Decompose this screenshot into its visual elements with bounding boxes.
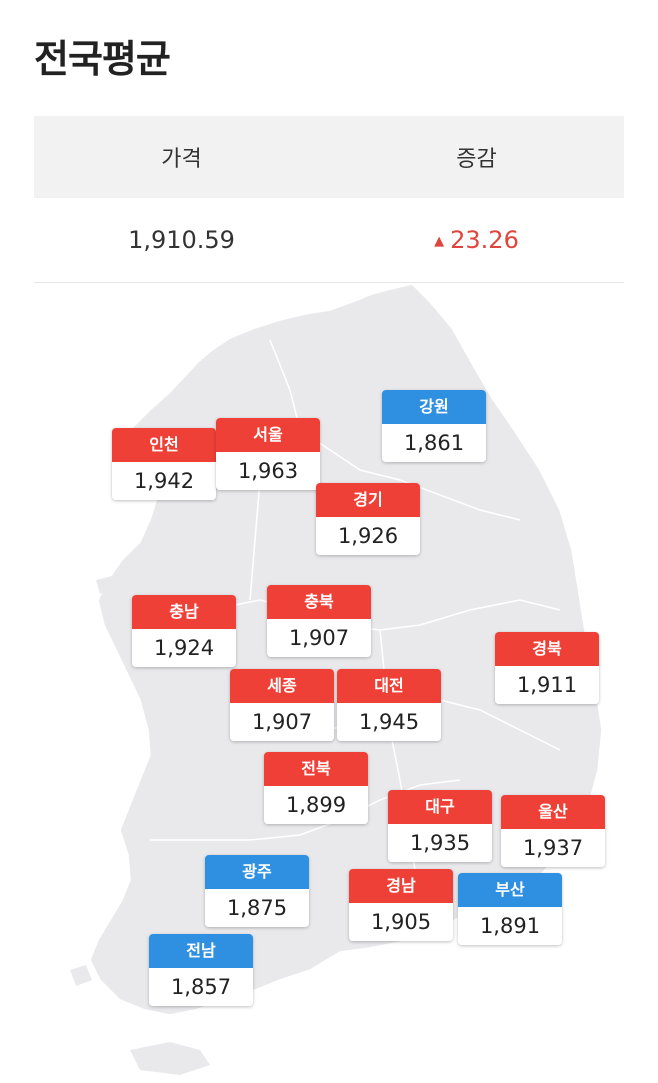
region-value: 1,935 [388, 824, 492, 862]
region-name: 경기 [316, 483, 420, 517]
average-price-table: 가격 증감 1,910.59 ▲ 23.26 [34, 116, 624, 283]
region-value: 1,907 [267, 619, 371, 657]
region-card-seoul[interactable]: 서울 1,963 [216, 418, 320, 490]
region-card-ulsan[interactable]: 울산 1,937 [501, 795, 605, 867]
region-card-gwangju[interactable]: 광주 1,875 [205, 855, 309, 927]
region-card-busan[interactable]: 부산 1,891 [458, 873, 562, 945]
region-value: 1,857 [149, 968, 253, 1006]
region-card-gangwon[interactable]: 강원 1,861 [382, 390, 486, 462]
page-title: 전국평균 [34, 37, 171, 81]
region-card-gyeonggi[interactable]: 경기 1,926 [316, 483, 420, 555]
region-card-chungnam[interactable]: 충남 1,924 [132, 595, 236, 667]
region-value: 1,942 [112, 462, 216, 500]
region-name: 울산 [501, 795, 605, 829]
region-value: 1,861 [382, 424, 486, 462]
price-value: 1,910.59 [34, 198, 329, 283]
price-header: 가격 [34, 116, 329, 198]
region-name: 광주 [205, 855, 309, 889]
region-card-jeonnam[interactable]: 전남 1,857 [149, 934, 253, 1006]
change-header: 증감 [329, 116, 624, 198]
region-card-jeonbuk[interactable]: 전북 1,899 [264, 752, 368, 824]
region-name: 충북 [267, 585, 371, 619]
region-name: 인천 [112, 428, 216, 462]
region-card-gyeongbuk[interactable]: 경북 1,911 [495, 632, 599, 704]
region-value: 1,963 [216, 452, 320, 490]
region-card-daegu[interactable]: 대구 1,935 [388, 790, 492, 862]
region-value: 1,907 [230, 703, 334, 741]
region-value: 1,891 [458, 907, 562, 945]
table-header-row: 가격 증감 [34, 116, 624, 198]
region-value: 1,905 [349, 903, 453, 941]
change-value: 23.26 [450, 226, 519, 254]
change-value-cell: ▲ 23.26 [329, 198, 624, 283]
region-name: 부산 [458, 873, 562, 907]
region-value: 1,899 [264, 786, 368, 824]
region-name: 세종 [230, 669, 334, 703]
region-name: 대전 [337, 669, 441, 703]
region-name: 전남 [149, 934, 253, 968]
region-name: 서울 [216, 418, 320, 452]
region-name: 충남 [132, 595, 236, 629]
region-name: 경북 [495, 632, 599, 666]
region-card-incheon[interactable]: 인천 1,942 [112, 428, 216, 500]
region-name: 대구 [388, 790, 492, 824]
region-card-gyeongnam[interactable]: 경남 1,905 [349, 869, 453, 941]
region-name: 경남 [349, 869, 453, 903]
region-value: 1,875 [205, 889, 309, 927]
region-name: 강원 [382, 390, 486, 424]
region-value: 1,911 [495, 666, 599, 704]
region-name: 전북 [264, 752, 368, 786]
table-row: 1,910.59 ▲ 23.26 [34, 198, 624, 283]
region-card-sejong[interactable]: 세종 1,907 [230, 669, 334, 741]
region-card-daejeon[interactable]: 대전 1,945 [337, 669, 441, 741]
region-value: 1,945 [337, 703, 441, 741]
region-value: 1,924 [132, 629, 236, 667]
region-value: 1,926 [316, 517, 420, 555]
up-arrow-icon: ▲ [434, 234, 445, 249]
region-value: 1,937 [501, 829, 605, 867]
region-card-chungbuk[interactable]: 충북 1,907 [267, 585, 371, 657]
